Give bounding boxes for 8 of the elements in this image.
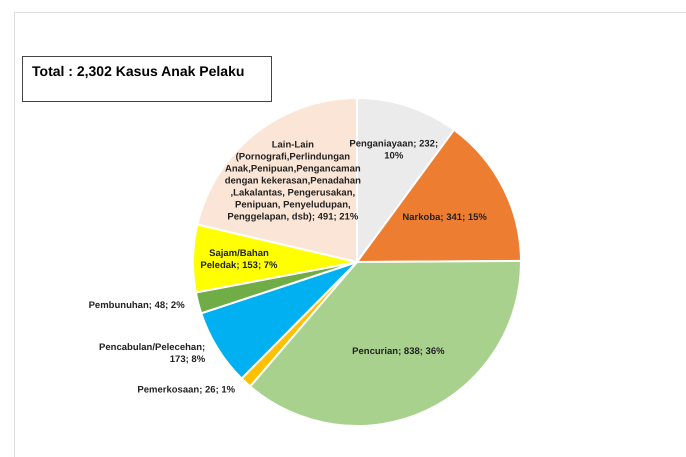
chart-title: Total : 2,302 Kasus Anak Pelaku	[22, 56, 272, 102]
slice-label: Penganiayaan; 232; 10%	[349, 138, 438, 162]
slice-label: Pembunuhan; 48; 2%	[88, 300, 186, 312]
slice-label: Pencurian; 838; 36%	[352, 346, 446, 357]
slice-label: Narkoba; 341; 15%	[402, 212, 488, 223]
slice-label: Sajam/Bahan Peledak; 153; 7%	[200, 248, 278, 272]
slice-label: Pencabulan/Pelecehan; 173; 8%	[99, 342, 206, 366]
slice-label: Pemerkosaan; 26; 1%	[137, 384, 236, 396]
